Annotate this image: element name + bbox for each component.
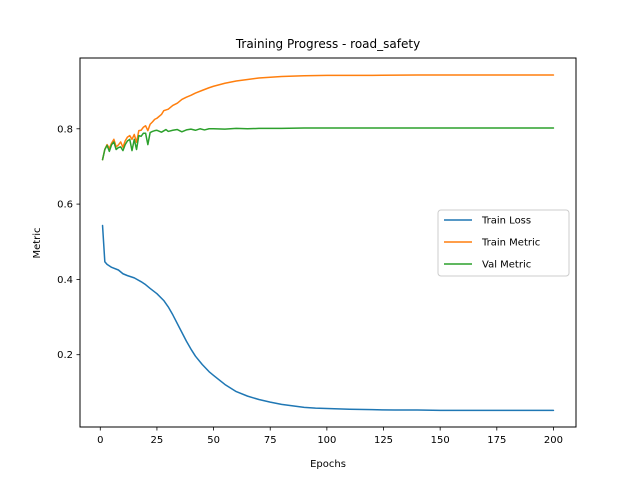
x-tick-label: 100 — [317, 435, 336, 446]
x-tick-label: 125 — [374, 435, 393, 446]
x-tick-label: 175 — [487, 435, 506, 446]
x-tick-label: 150 — [431, 435, 450, 446]
x-tick-label: 25 — [151, 435, 164, 446]
x-tick-label: 200 — [544, 435, 563, 446]
y-tick-label: 0.2 — [57, 350, 73, 361]
x-tick-label: 0 — [97, 435, 103, 446]
y-axis-label: Metric — [32, 227, 43, 258]
y-tick-label: 0.8 — [57, 124, 73, 135]
x-tick-label: 50 — [207, 435, 220, 446]
series-line-train-loss — [101, 224, 555, 412]
x-axis-label: Epochs — [310, 459, 346, 470]
legend: Train Loss Train Metric Val Metric — [437, 209, 570, 277]
y-tick-label: 0.4 — [57, 275, 73, 286]
x-axis: 0 25 50 75 100 125 150 175 200 — [97, 427, 563, 446]
x-tick-label: 75 — [264, 435, 277, 446]
legend-frame — [437, 209, 570, 277]
series-line-val-metric — [101, 127, 555, 161]
series-line-train-metric — [101, 74, 555, 161]
chart-title: Training Progress - road_safety — [235, 37, 420, 51]
legend-label: Train Metric — [481, 238, 540, 249]
plot-frame — [79, 57, 577, 428]
y-tick-label: 0.6 — [57, 200, 73, 211]
legend-label: Val Metric — [482, 260, 531, 271]
plot-lines — [101, 74, 555, 412]
legend-label: Train Loss — [481, 216, 531, 227]
y-axis: 0.2 0.4 0.6 0.8 — [57, 124, 80, 361]
